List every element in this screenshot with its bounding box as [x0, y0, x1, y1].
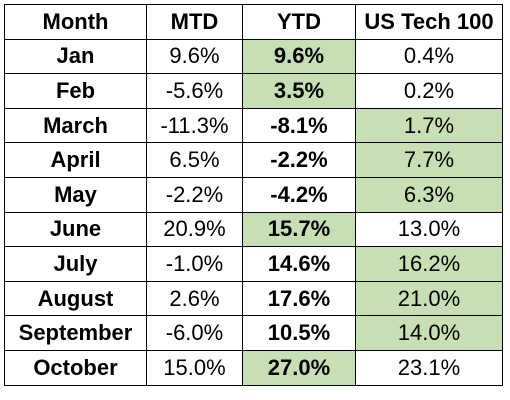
table-row: August 2.6% 17.6% 21.0%	[4, 280, 503, 317]
ytd-cell: -4.2%	[242, 176, 356, 213]
us-tech-100-cell: 0.4%	[355, 38, 503, 75]
ytd-cell: 9.6%	[242, 38, 356, 75]
us-tech-100-cell: 0.2%	[355, 73, 503, 109]
table-row: Jan 9.6% 9.6% 0.4%	[4, 38, 503, 75]
us-tech-100-cell: 6.3%	[355, 176, 503, 213]
header-ytd: YTD	[242, 4, 356, 40]
ytd-cell: 3.5%	[242, 73, 356, 109]
month-cell: April	[4, 142, 147, 178]
us-tech-100-cell: 23.1%	[355, 349, 503, 386]
us-tech-100-cell: 1.7%	[355, 107, 503, 144]
us-tech-100-cell: 7.7%	[355, 142, 503, 178]
table-row: October 15.0% 27.0% 23.1%	[4, 349, 503, 386]
table-row: March -11.3% -8.1% 1.7%	[4, 107, 503, 144]
mtd-cell: -5.6%	[146, 73, 243, 109]
month-cell: May	[4, 176, 147, 213]
table-row: April 6.5% -2.2% 7.7%	[4, 142, 503, 178]
performance-table: Month MTD YTD US Tech 100 Jan 9.6% 9.6% 0.4…	[4, 4, 503, 386]
table-row: September -6.0% 10.5% 14.0%	[4, 315, 503, 351]
mtd-cell: -1.0%	[146, 246, 243, 282]
ytd-cell: 15.7%	[242, 211, 356, 248]
month-cell: August	[4, 280, 147, 317]
table-body: Jan 9.6% 9.6% 0.4% Feb -5.6% 3.5% 0.2% March -11.…	[4, 38, 503, 386]
month-cell: July	[4, 246, 147, 282]
table-row: July -1.0% 14.6% 16.2%	[4, 246, 503, 282]
month-cell: March	[4, 107, 147, 144]
ytd-cell: -8.1%	[242, 107, 356, 144]
mtd-cell: -11.3%	[146, 107, 243, 144]
mtd-cell: -2.2%	[146, 176, 243, 213]
us-tech-100-cell: 21.0%	[355, 280, 503, 317]
ytd-cell: 14.6%	[242, 246, 356, 282]
ytd-cell: 10.5%	[242, 315, 356, 351]
mtd-cell: 6.5%	[146, 142, 243, 178]
month-cell: Jan	[4, 38, 147, 75]
us-tech-100-cell: 14.0%	[355, 315, 503, 351]
header-mtd: MTD	[146, 4, 243, 40]
header-row: Month MTD YTD US Tech 100	[4, 4, 503, 40]
mtd-cell: -6.0%	[146, 315, 243, 351]
table-row: Feb -5.6% 3.5% 0.2%	[4, 73, 503, 109]
header-us-tech-100: US Tech 100	[355, 4, 503, 40]
us-tech-100-cell: 13.0%	[355, 211, 503, 248]
header-month: Month	[4, 4, 147, 40]
mtd-cell: 9.6%	[146, 38, 243, 75]
table-row: May -2.2% -4.2% 6.3%	[4, 176, 503, 213]
month-cell: Feb	[4, 73, 147, 109]
mtd-cell: 15.0%	[146, 349, 243, 386]
month-cell: June	[4, 211, 147, 248]
ytd-cell: 27.0%	[242, 349, 356, 386]
mtd-cell: 2.6%	[146, 280, 243, 317]
month-cell: October	[4, 349, 147, 386]
ytd-cell: 17.6%	[242, 280, 356, 317]
us-tech-100-cell: 16.2%	[355, 246, 503, 282]
table-header: Month MTD YTD US Tech 100	[4, 4, 503, 40]
mtd-cell: 20.9%	[146, 211, 243, 248]
ytd-cell: -2.2%	[242, 142, 356, 178]
table-row: June 20.9% 15.7% 13.0%	[4, 211, 503, 248]
month-cell: September	[4, 315, 147, 351]
